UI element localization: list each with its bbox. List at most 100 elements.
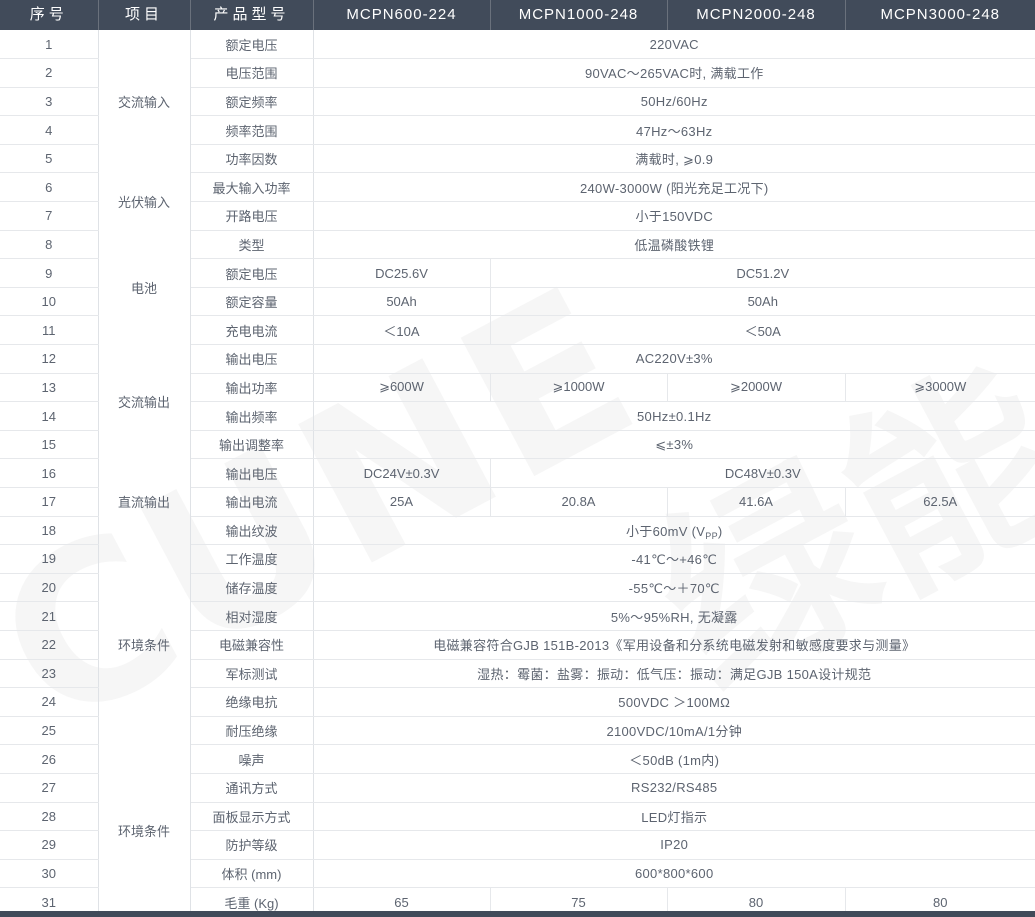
spec-value: ⩾2000W — [667, 373, 846, 403]
table-row: 1 交流输入 额定电压 220VAC — [0, 30, 1035, 173]
spec-value: ＜10A — [313, 315, 491, 346]
row-number: 15 — [0, 430, 99, 460]
spec-value: 90VAC～265VAC时, 满载工作 — [313, 58, 1035, 88]
group-label: 环境条件 — [98, 544, 191, 745]
row-number: 7 — [0, 201, 99, 231]
table-row: 6 光伏输入 最大输入功率 240W-3000W (阳光充足工况下) — [0, 172, 1035, 231]
spec-value: 600*800*600 — [313, 859, 1035, 889]
spec-value: 62.5A — [845, 487, 1035, 517]
row-number: 9 — [0, 258, 99, 288]
header-row: 序号 项目 产品型号 MCPN600-224 MCPN1000-248 MCPN2000-… — [0, 0, 1035, 30]
row-number: 29 — [0, 830, 99, 860]
spec-value: 50Ah — [490, 287, 1035, 317]
spec-value: ⩾3000W — [845, 373, 1035, 403]
table-row: 22 电磁兼容性 电磁兼容符合GJB 151B-2013《军用设备和分系统电磁发射和… — [0, 630, 1035, 660]
table-row: 3 额定频率 50Hz/60Hz — [0, 87, 1035, 117]
table-header: 序号 项目 产品型号 MCPN600-224 MCPN1000-248 MCPN2000-… — [0, 0, 1035, 30]
spec-item-label: 军标测试 — [190, 659, 314, 689]
table-body: 1 交流输入 额定电压 220VAC 2 电压范围 90VAC～265VAC时, 满载工作 3… — [0, 30, 1035, 917]
spec-value: DC51.2V — [490, 258, 1035, 288]
table-row: 4 频率范围 47Hz～63Hz — [0, 115, 1035, 145]
group-label: 直流输出 — [98, 458, 191, 545]
spec-item-label: 电压范围 — [190, 58, 314, 88]
group-label: 交流输出 — [98, 344, 191, 459]
group-label: 电池 — [98, 230, 191, 345]
spec-item-label: 频率范围 — [190, 115, 314, 145]
table-row: 11 充电电流 ＜10A ＜50A — [0, 315, 1035, 346]
row-number: 22 — [0, 630, 99, 660]
spec-value: 220VAC — [313, 30, 1035, 60]
column-header-1: 项目 — [98, 0, 191, 30]
group-label: 交流输入 — [98, 30, 191, 173]
spec-value: 25A — [313, 487, 491, 517]
spec-item-label: 输出电流 — [190, 487, 314, 517]
spec-item-label: 噪声 — [190, 744, 314, 774]
spec-value: ＜50dB (1m内) — [313, 744, 1035, 774]
spec-value: DC25.6V — [313, 258, 491, 288]
spec-value: LED灯指示 — [313, 802, 1035, 832]
row-number: 19 — [0, 544, 99, 574]
row-number: 24 — [0, 687, 99, 717]
row-number: 21 — [0, 601, 99, 631]
row-number: 14 — [0, 401, 99, 431]
spec-item-label: 类型 — [190, 230, 314, 260]
row-number: 6 — [0, 172, 99, 203]
spec-value: ⩾600W — [313, 373, 491, 403]
row-number: 4 — [0, 115, 99, 145]
row-number: 1 — [0, 30, 99, 60]
table-bottom-rule — [0, 911, 1035, 917]
spec-value: RS232/RS485 — [313, 773, 1035, 803]
spec-value: 50Hz±0.1Hz — [313, 401, 1035, 431]
spec-value: 小于150VDC — [313, 201, 1035, 231]
spec-item-label: 充电电流 — [190, 315, 314, 346]
table-row: 21 相对湿度 5%～95%RH, 无凝露 — [0, 601, 1035, 631]
row-number: 5 — [0, 144, 99, 174]
spec-value: 低温磷酸铁锂 — [313, 230, 1035, 260]
row-number: 12 — [0, 344, 99, 374]
spec-value: ⩽±3% — [313, 430, 1035, 460]
spec-value: 47Hz～63Hz — [313, 115, 1035, 145]
table-row: 2 电压范围 90VAC～265VAC时, 满载工作 — [0, 58, 1035, 88]
table-row: 8 电池 类型 低温磷酸铁锂 — [0, 230, 1035, 345]
table-row: 16 直流输出 输出电压 DC24V±0.3V DC48V±0.3V — [0, 458, 1035, 545]
column-header-5: MCPN2000-248 — [667, 0, 846, 30]
table-row: 26 环境条件 噪声 ＜50dB (1m内) — [0, 744, 1035, 917]
spec-value: ⩾1000W — [490, 373, 668, 403]
spec-value: DC48V±0.3V — [490, 458, 1035, 488]
row-number: 13 — [0, 373, 99, 403]
spec-value: 2100VDC/10mA/1分钟 — [313, 716, 1035, 746]
row-number: 27 — [0, 773, 99, 803]
row-number: 20 — [0, 573, 99, 603]
spec-item-label: 输出频率 — [190, 401, 314, 431]
spec-item-label: 电磁兼容性 — [190, 630, 314, 660]
row-number: 16 — [0, 458, 99, 488]
spec-item-label: 开路电压 — [190, 201, 314, 231]
table-row: 28 面板显示方式 LED灯指示 — [0, 802, 1035, 832]
spec-value: ＜50A — [490, 315, 1035, 346]
column-header-0: 序号 — [0, 0, 99, 30]
spec-item-label: 绝缘电抗 — [190, 687, 314, 717]
spec-item-label: 相对湿度 — [190, 601, 314, 631]
table-row: 24 绝缘电抗 500VDC ＞100MΩ — [0, 687, 1035, 717]
table-row: 15 输出调整率 ⩽±3% — [0, 430, 1035, 460]
spec-item-label: 通讯方式 — [190, 773, 314, 803]
spec-item-label: 体积 (mm) — [190, 859, 314, 889]
table-row: 17 输出电流 25A 20.8A 41.6A 62.5A — [0, 487, 1035, 517]
spec-item-label: 储存温度 — [190, 573, 314, 603]
spec-value: 20.8A — [490, 487, 668, 517]
table-row: 12 交流输出 输出电压 AC220V±3% — [0, 344, 1035, 459]
spec-item-label: 耐压绝缘 — [190, 716, 314, 746]
row-number: 18 — [0, 516, 99, 546]
table-row: 14 输出频率 50Hz±0.1Hz — [0, 401, 1035, 431]
spec-value: 满载时, ⩾0.9 — [313, 144, 1035, 174]
table-row: 29 防护等级 IP20 — [0, 830, 1035, 860]
spec-value: 41.6A — [667, 487, 846, 517]
spec-value: 小于60mV (VPP) — [313, 516, 1035, 546]
table-row: 7 开路电压 小于150VDC — [0, 201, 1035, 231]
spec-item-label: 输出电压 — [190, 344, 314, 374]
table-row: 27 通讯方式 RS232/RS485 — [0, 773, 1035, 803]
spec-value: 50Ah — [313, 287, 491, 317]
group-label: 光伏输入 — [98, 172, 191, 231]
